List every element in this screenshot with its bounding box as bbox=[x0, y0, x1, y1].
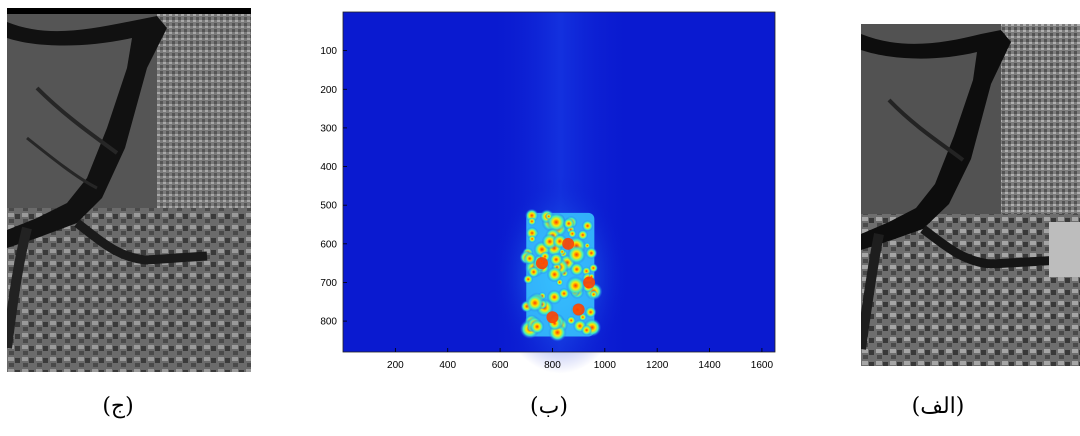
heatmap-frame bbox=[342, 11, 776, 353]
heatmap-hot-cell bbox=[523, 274, 534, 285]
heatmap-hot-cell bbox=[585, 247, 598, 260]
x-tick-label: 400 bbox=[439, 360, 456, 371]
x-tick-label: 1600 bbox=[751, 360, 774, 371]
heatmap-peak bbox=[562, 237, 575, 250]
x-tick-label: 1400 bbox=[698, 360, 721, 371]
heatmap-peak bbox=[572, 303, 585, 316]
y-tick-label: 500 bbox=[320, 201, 337, 212]
caption-left: (ج) bbox=[102, 394, 134, 419]
heatmap-hot-cell bbox=[577, 229, 589, 241]
x-tick-label: 800 bbox=[544, 360, 561, 371]
heatmap-hot-cell bbox=[565, 275, 586, 296]
heatmap-hot-cell bbox=[546, 266, 563, 283]
heatmap-hot-cell bbox=[527, 266, 540, 278]
sar-image-left-graphic bbox=[2, 8, 251, 372]
heatmap-hot-cell bbox=[567, 245, 587, 265]
x-tick-label: 600 bbox=[492, 360, 509, 371]
x-tick-label: 1200 bbox=[646, 360, 669, 371]
heatmap-hot-cell bbox=[545, 212, 553, 220]
y-tick-label: 200 bbox=[320, 85, 337, 96]
caption-middle: (ب) bbox=[530, 394, 568, 419]
y-tick-label: 300 bbox=[320, 123, 337, 134]
y-axis: 100 200 300 400 500 600 700 800 bbox=[320, 46, 347, 328]
y-tick-label: 800 bbox=[320, 317, 337, 328]
heatmap-hot-cell bbox=[525, 294, 544, 312]
heatmap-peak bbox=[546, 311, 559, 324]
y-tick-label: 700 bbox=[320, 278, 337, 289]
heatmap-hot-cell bbox=[523, 252, 537, 265]
heatmap-hot-cell bbox=[549, 252, 563, 267]
heatmap-peak bbox=[583, 276, 596, 289]
heatmap-hot-cell bbox=[546, 289, 562, 305]
heatmap-hot-cell bbox=[525, 226, 539, 240]
y-tick-label: 600 bbox=[320, 239, 337, 250]
heatmap-peak bbox=[535, 257, 548, 270]
fft-heatmap-chart: 200 400 600 800 1000 1200 1400 1600 100 200 300 40… bbox=[308, 10, 780, 385]
y-tick-label: 400 bbox=[320, 162, 337, 173]
heatmap-hot-cell bbox=[584, 306, 597, 319]
heatmap-hot-cell bbox=[589, 290, 598, 299]
sar-image-right bbox=[856, 24, 1080, 366]
sar-image-left bbox=[2, 8, 251, 372]
heatmap-hot-cell bbox=[558, 287, 570, 300]
sar-image-right-graphic bbox=[856, 24, 1080, 366]
heatmap-hot-cell bbox=[567, 229, 577, 239]
heatmap-hot-cell bbox=[581, 220, 594, 232]
heatmap-hot-cell bbox=[588, 263, 598, 273]
x-tick-label: 200 bbox=[387, 360, 404, 371]
x-axis: 200 400 600 800 1000 1200 1400 1600 bbox=[387, 348, 773, 371]
heatmap-hot-cell bbox=[584, 242, 591, 249]
heatmap-hot-cell bbox=[569, 262, 584, 277]
x-tick-label: 1000 bbox=[594, 360, 617, 371]
heatmap-hot-cell bbox=[566, 315, 576, 326]
caption-right: (الف) bbox=[911, 394, 965, 419]
heatmap-hot-cell bbox=[527, 217, 537, 226]
heatmap-hot-cell bbox=[528, 234, 537, 243]
heatmap-hot-cell bbox=[529, 319, 545, 335]
heatmap-plot-area bbox=[342, 11, 776, 374]
y-tick-label: 100 bbox=[320, 46, 337, 57]
heatmap-svg: 200 400 600 800 1000 1200 1400 1600 100 200 300 40… bbox=[320, 11, 776, 374]
heatmap-hot-cell bbox=[580, 324, 593, 336]
heatmap-hot-cell bbox=[559, 248, 566, 255]
